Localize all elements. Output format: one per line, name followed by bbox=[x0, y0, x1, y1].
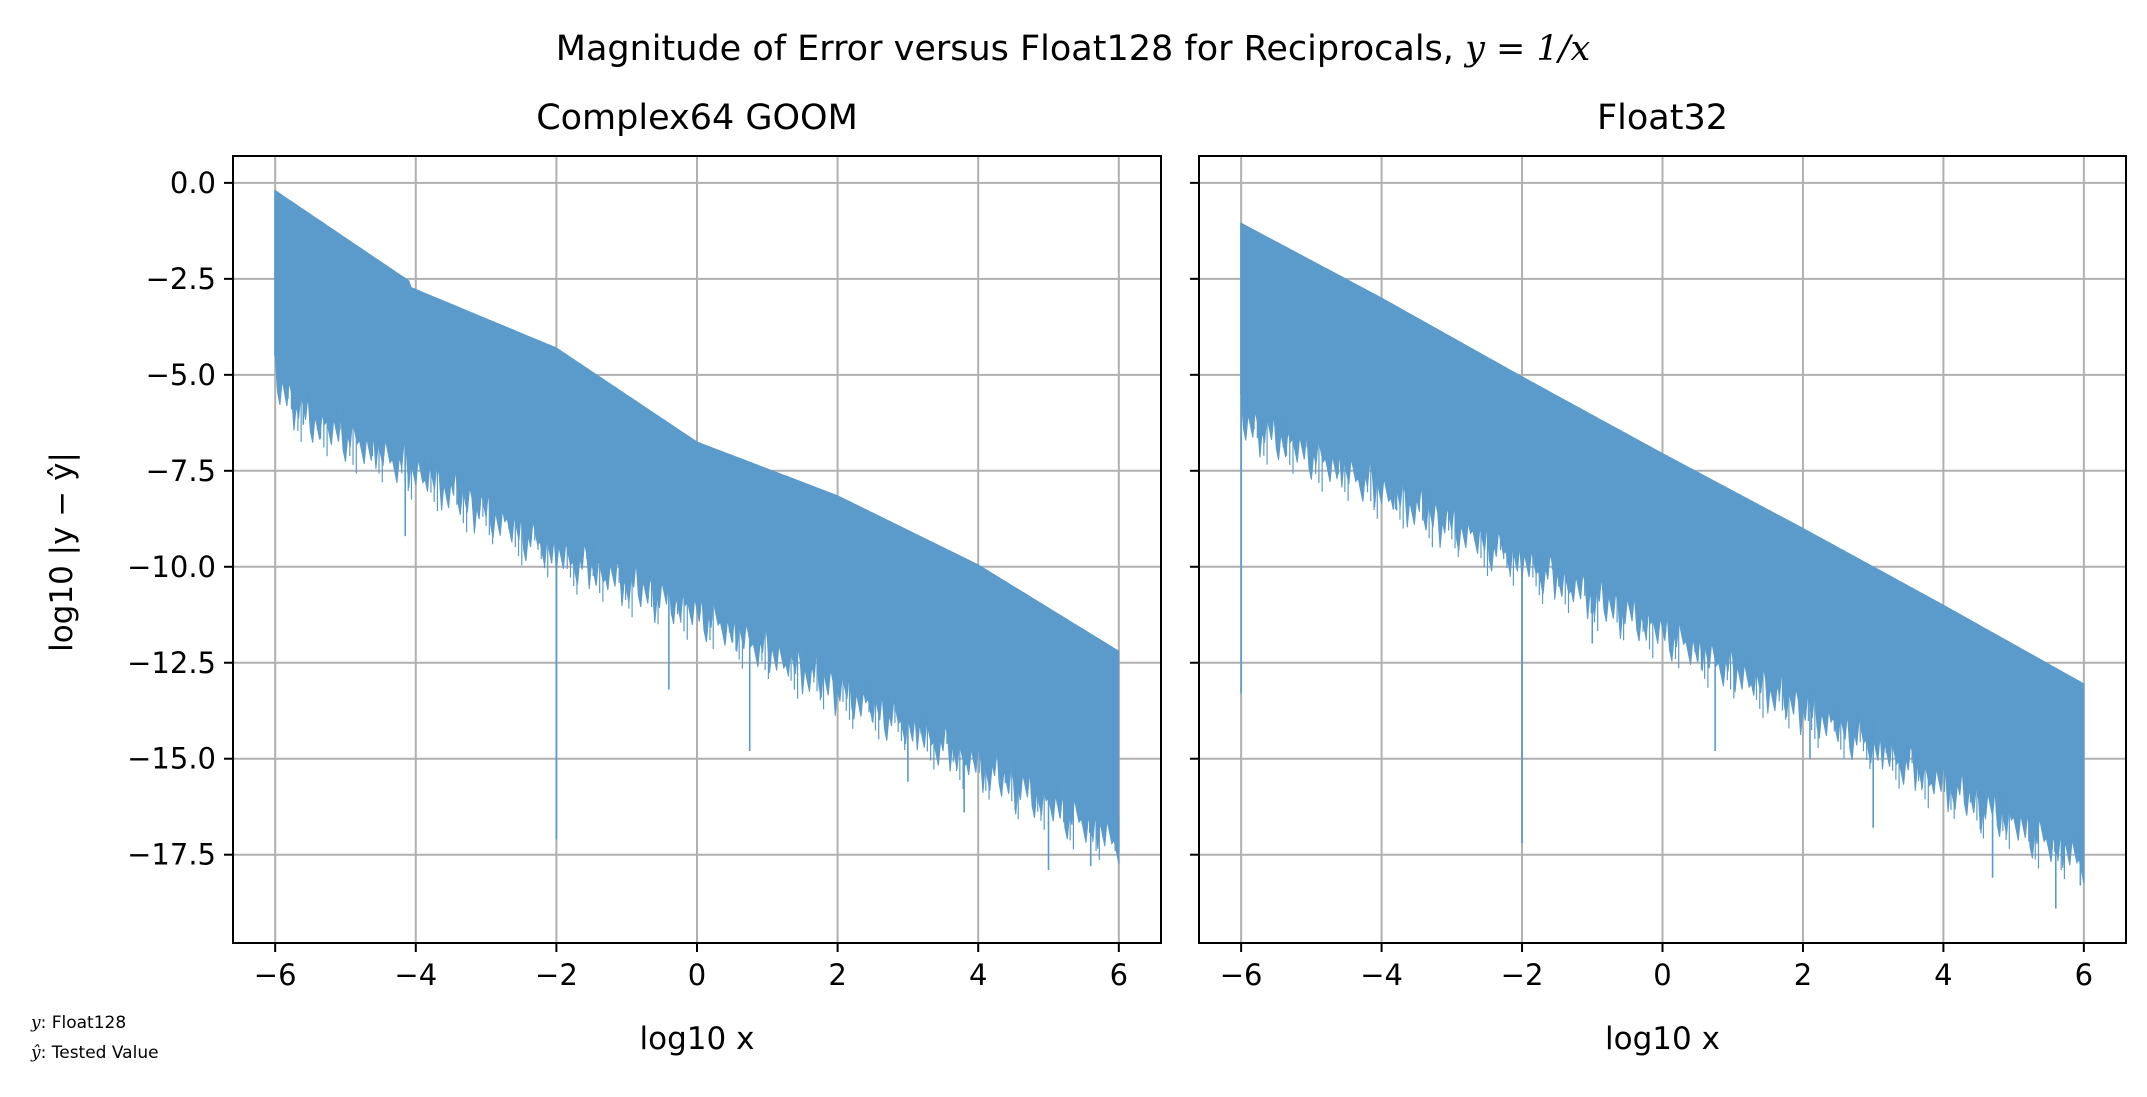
x-tick-label: 2 bbox=[1794, 958, 1812, 992]
figure-title: Magnitude of Error versus Float128 for R… bbox=[556, 29, 1591, 69]
series-area bbox=[1240, 222, 2085, 884]
panel-right: −6 −4 −2 0 2 4 6 Float32 log10 x bbox=[1190, 98, 2127, 1057]
x-tick-label: −4 bbox=[1360, 958, 1403, 992]
legend-note-yhat-text: : Tested Value bbox=[40, 1043, 159, 1063]
x-tick-label: −2 bbox=[1501, 958, 1544, 992]
panel-left: −6 −4 −2 0 2 4 6 0.0 −2.5 −5.0 −7.5 −10.0 −12.5 −15.0… bbox=[127, 98, 1162, 1057]
x-tick-label: 2 bbox=[828, 958, 846, 992]
legend-note-y: y: Float128 bbox=[31, 1013, 126, 1033]
series-area bbox=[274, 189, 1120, 865]
x-tick-label: 4 bbox=[1934, 958, 1952, 992]
y-tick-label: −17.5 bbox=[127, 838, 216, 872]
x-tick-label: 0 bbox=[1653, 958, 1671, 992]
y-tick-label: −2.5 bbox=[146, 262, 216, 296]
y-tick-label: −10.0 bbox=[127, 550, 216, 584]
x-tick-label: −2 bbox=[535, 958, 578, 992]
legend-note-yhat: ŷ: Tested Value bbox=[31, 1043, 159, 1063]
series-group bbox=[1240, 222, 2085, 909]
x-axis-label: log10 x bbox=[640, 1021, 755, 1057]
x-tick-label: 0 bbox=[688, 958, 706, 992]
x-tick-label: 6 bbox=[2075, 958, 2093, 992]
panel-title: Complex64 GOOM bbox=[536, 98, 858, 138]
y-axis-label: log10 |y − ŷ| bbox=[44, 452, 80, 652]
legend-note-y-text: : Float128 bbox=[40, 1013, 127, 1033]
x-tick-label: −6 bbox=[1220, 958, 1263, 992]
legend-note-y-symbol: y bbox=[31, 1013, 41, 1033]
y-tick-label: −15.0 bbox=[127, 742, 216, 776]
x-tick-label: −6 bbox=[254, 958, 297, 992]
y-tick-label: −5.0 bbox=[146, 358, 216, 392]
x-tick-label: 4 bbox=[969, 958, 987, 992]
y-tick-label: −7.5 bbox=[146, 454, 216, 488]
x-tick-label: 6 bbox=[1110, 958, 1128, 992]
y-tick-label: 0.0 bbox=[170, 166, 216, 200]
series-group bbox=[274, 189, 1120, 871]
y-tick-label: −12.5 bbox=[127, 646, 216, 680]
legend-note-yhat-symbol: ŷ bbox=[31, 1043, 41, 1063]
x-axis-label: log10 x bbox=[1605, 1021, 1720, 1057]
panel-title: Float32 bbox=[1597, 98, 1728, 138]
x-tick-label: −4 bbox=[394, 958, 437, 992]
figure-title-math: y = 1/x bbox=[1463, 29, 1590, 69]
figure-title-text: Magnitude of Error versus Float128 for R… bbox=[556, 29, 1465, 69]
